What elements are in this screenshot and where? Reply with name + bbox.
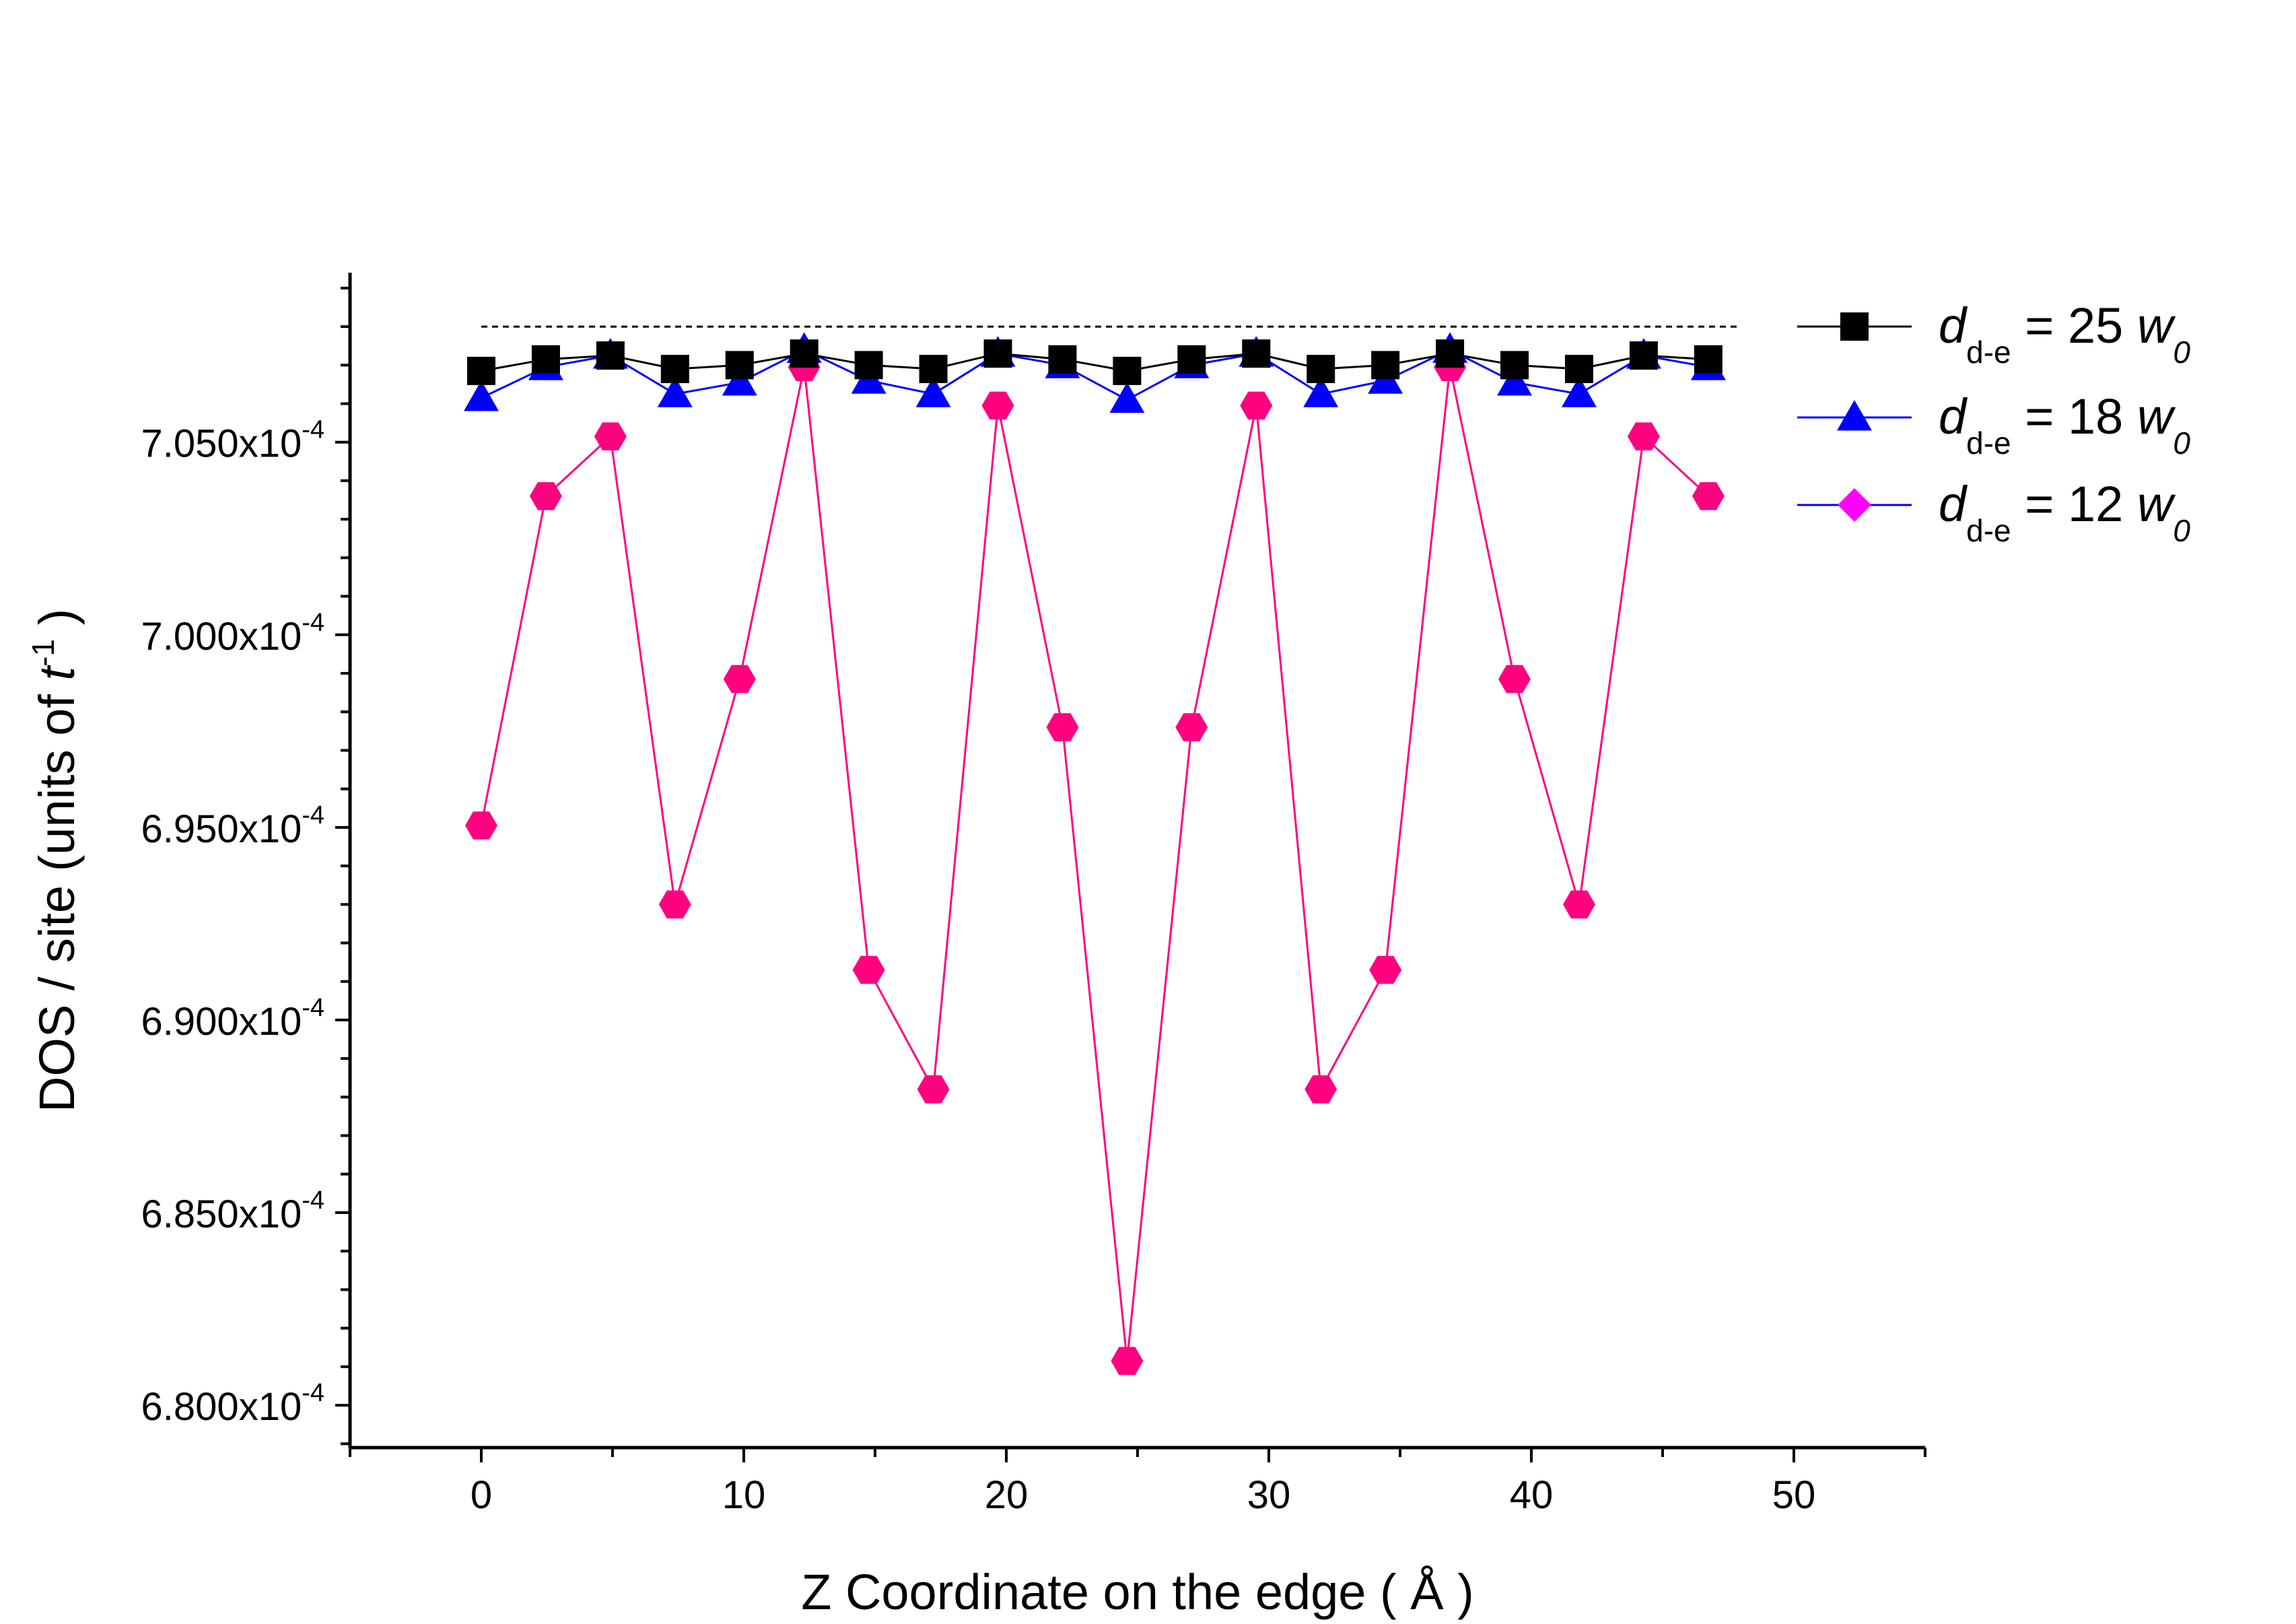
data-point — [1111, 1347, 1144, 1376]
data-point — [1303, 376, 1339, 407]
data-point — [1692, 482, 1725, 510]
data-point — [1240, 391, 1273, 420]
data-point — [1048, 345, 1077, 374]
y-ticks: 6.800x10-4 6.850x10-4 6.900x10-4 6.950x10-4… — [141, 286, 350, 1446]
y-axis-label-suffix: ) — [29, 609, 85, 639]
y-tick-label: 6.950x10-4 — [141, 801, 324, 851]
legend-marker — [1838, 488, 1871, 522]
data-point — [1113, 356, 1142, 385]
legend-item: dd-e = 12 w0 — [1797, 476, 2190, 548]
data-point — [917, 1075, 950, 1104]
x-tick-label: 0 — [471, 1473, 492, 1517]
data-point — [1627, 422, 1660, 450]
data-point — [1369, 955, 1402, 984]
data-point — [1500, 351, 1529, 380]
data-point — [467, 356, 495, 385]
data-point — [1498, 665, 1531, 693]
data-point — [790, 339, 819, 368]
x-ticks: 0 10 20 30 40 50 — [349, 1448, 1926, 1517]
data-point — [1694, 345, 1723, 374]
data-point — [983, 339, 1012, 368]
series-group — [464, 332, 1726, 1376]
legend: dd-e = 25 w0 dd-e = 18 w0 dd-e = 12 w0 — [1797, 298, 2190, 548]
data-point — [464, 380, 499, 411]
y-tick-label: 6.800x10-4 — [141, 1379, 324, 1429]
x-tick-label: 30 — [1247, 1473, 1291, 1517]
data-point — [1046, 713, 1079, 741]
data-point — [915, 376, 951, 407]
legend-marker — [1840, 312, 1869, 341]
data-point — [660, 355, 689, 384]
data-point — [1177, 345, 1206, 374]
legend-marker — [1837, 400, 1872, 431]
data-point — [658, 890, 691, 919]
series-18w0 — [464, 332, 1726, 413]
data-point — [722, 365, 757, 396]
legend-label: dd-e = 25 w0 — [1939, 298, 2190, 370]
series-12w0 — [465, 353, 1725, 1376]
y-tick-label: 7.000x10-4 — [141, 609, 324, 658]
legend-label: dd-e = 12 w0 — [1939, 476, 2190, 548]
data-point — [1563, 890, 1595, 919]
data-point — [594, 422, 627, 450]
data-point — [1109, 382, 1145, 413]
y-axis-label-prefix: DOS / site (units of — [29, 681, 85, 1113]
data-point — [657, 376, 693, 407]
y-tick-label: 6.850x10-4 — [141, 1186, 324, 1236]
x-tick-label: 50 — [1772, 1473, 1816, 1517]
data-point — [1629, 341, 1658, 370]
series-25w0 — [467, 339, 1723, 385]
data-point — [1564, 355, 1593, 384]
x-tick-label: 20 — [985, 1473, 1029, 1517]
x-axis-label: Z Coordinate on the edge ( Å ) — [801, 1564, 1474, 1620]
data-point — [1371, 351, 1400, 380]
series-line — [480, 366, 1709, 1361]
y-axis-label-symbol: t — [29, 665, 85, 681]
data-point — [529, 482, 562, 510]
y-axis-label: DOS / site (units of t-1 ) — [26, 609, 85, 1112]
data-point — [465, 811, 497, 840]
data-point — [854, 351, 883, 380]
data-point — [1175, 713, 1208, 741]
data-point — [723, 665, 756, 693]
y-axis-label-exponent: -1 — [26, 639, 61, 667]
data-point — [531, 345, 560, 374]
x-tick-label: 10 — [722, 1473, 766, 1517]
legend-item: dd-e = 25 w0 — [1797, 298, 2190, 370]
data-point — [919, 355, 948, 384]
data-point — [1497, 365, 1533, 396]
data-point — [1436, 339, 1465, 368]
data-point — [725, 351, 754, 380]
data-point — [1561, 376, 1597, 407]
y-tick-label: 6.900x10-4 — [141, 994, 324, 1044]
data-point — [1307, 355, 1335, 384]
data-point — [1242, 339, 1271, 368]
data-point — [596, 341, 625, 370]
data-point — [981, 391, 1014, 420]
data-point — [1304, 1075, 1337, 1104]
legend-label: dd-e = 18 w0 — [1939, 388, 2190, 461]
legend-item: dd-e = 18 w0 — [1797, 388, 2190, 461]
data-point — [852, 955, 885, 984]
x-tick-label: 40 — [1510, 1473, 1554, 1517]
y-tick-label: 7.050x10-4 — [141, 416, 324, 466]
